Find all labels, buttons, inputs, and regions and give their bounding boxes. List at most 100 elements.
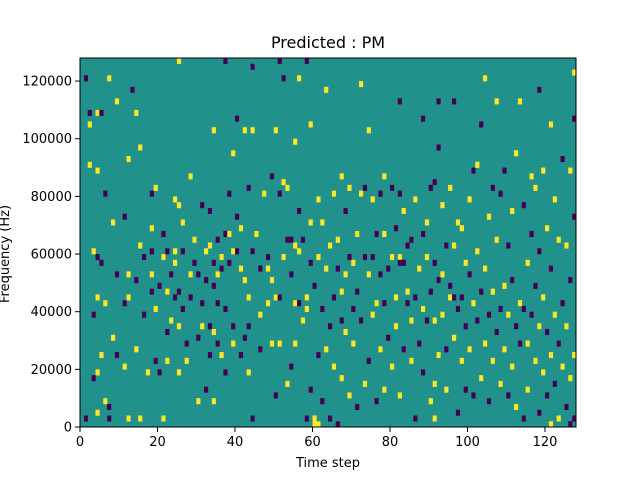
heatmap-cell — [215, 300, 220, 307]
heatmap-cell — [386, 265, 391, 272]
heatmap-cell — [424, 317, 430, 324]
heatmap-cell — [405, 288, 410, 295]
heatmap-cell — [300, 236, 306, 243]
heatmap-cell — [308, 121, 313, 128]
heatmap-cell — [165, 328, 170, 336]
heatmap-cell — [440, 271, 445, 278]
heatmap-cell — [343, 328, 348, 336]
x-tick-label: 80 — [382, 435, 399, 450]
heatmap-cell — [362, 184, 368, 191]
heatmap-cell — [289, 236, 294, 243]
y-axis-label: Frequency (Hz) — [0, 205, 13, 303]
heatmap-cell — [343, 271, 348, 278]
heatmap-cell — [297, 248, 302, 255]
y-axis: 0 20000 40000 60000 80000 100000 120000 — [22, 75, 80, 436]
heatmap-cell — [428, 184, 433, 191]
heatmap-cell — [545, 328, 550, 336]
heatmap-cell — [335, 421, 340, 428]
heatmap-cell — [161, 254, 166, 261]
heatmap-cell — [490, 288, 495, 295]
heatmap-cell — [510, 277, 515, 284]
heatmap-cell — [514, 323, 519, 330]
heatmap-cell — [99, 109, 104, 116]
heatmap-cell — [436, 352, 441, 359]
heatmap-cell — [541, 369, 546, 376]
heatmap-cell — [440, 311, 445, 318]
y-tick-label: 100000 — [22, 132, 72, 147]
heatmap-cell — [316, 196, 321, 203]
heatmap-cell — [134, 109, 139, 116]
heatmap-cell — [157, 369, 162, 376]
heatmap-cell — [204, 248, 209, 255]
heatmap-cell — [176, 323, 182, 330]
heatmap-cell — [432, 179, 437, 186]
heatmap-cell — [269, 277, 275, 284]
heatmap-cell — [219, 265, 224, 272]
heatmap-cell — [176, 58, 182, 65]
heatmap-cell — [138, 415, 143, 422]
heatmap-cell — [366, 357, 371, 364]
heatmap-cell — [463, 323, 468, 330]
heatmap-cell — [328, 323, 333, 330]
heatmap-cell — [359, 317, 364, 324]
heatmap-cell — [444, 386, 449, 393]
heatmap-cell — [293, 300, 298, 307]
heatmap-cell — [514, 150, 519, 157]
heatmap-cell — [273, 392, 278, 399]
heatmap-cell — [572, 115, 577, 122]
heatmap-cell — [126, 156, 131, 163]
heatmap-cell — [335, 265, 340, 272]
heatmap-cell — [281, 254, 286, 261]
heatmap-cell — [223, 58, 228, 65]
heatmap-cell — [359, 81, 364, 88]
heatmap-cell — [401, 346, 406, 353]
heatmap-cell — [207, 323, 213, 330]
y-tick-label: 40000 — [31, 305, 72, 320]
heatmap-cell — [339, 173, 344, 180]
heatmap-cell — [142, 254, 147, 261]
heatmap-cell — [227, 230, 232, 238]
heatmap-cell — [448, 294, 453, 301]
heatmap-cell — [459, 225, 464, 232]
heatmap-cell — [502, 346, 507, 353]
heatmap-cell — [463, 259, 468, 266]
heatmap-cell — [204, 386, 209, 393]
heatmap-cell — [211, 127, 216, 134]
heatmap-cell — [235, 115, 240, 122]
heatmap-cell — [165, 357, 170, 364]
heatmap-cell — [525, 340, 530, 347]
heatmap-cell — [312, 421, 317, 428]
heatmap-cell — [494, 328, 499, 336]
chart-title: Predicted : PM — [271, 33, 385, 52]
heatmap-cell — [293, 242, 298, 249]
heatmap-cell — [374, 300, 379, 307]
heatmap-cell — [145, 369, 151, 376]
heatmap-cell — [219, 254, 224, 261]
heatmap-cell — [339, 375, 344, 382]
heatmap-cell — [211, 398, 216, 405]
heatmap-cell — [475, 248, 480, 255]
heatmap-cell — [308, 386, 313, 393]
heatmap-cell — [122, 300, 127, 307]
heatmap-cell — [556, 340, 561, 347]
heatmap-cell — [95, 369, 100, 376]
heatmap-cell — [235, 213, 240, 220]
heatmap-cell — [196, 398, 201, 405]
y-tick-label: 60000 — [31, 248, 72, 263]
heatmap-cell — [393, 294, 399, 301]
heatmap-cell — [386, 334, 391, 341]
heatmap-cell — [215, 271, 220, 278]
heatmap-cell — [242, 277, 247, 284]
heatmap-cell — [157, 282, 162, 289]
heatmap-cell — [370, 254, 375, 261]
heatmap-cell — [258, 311, 263, 318]
heatmap-cell — [552, 380, 557, 387]
heatmap-cell — [382, 300, 387, 307]
heatmap-cell — [297, 207, 302, 214]
heatmap-cell — [316, 421, 321, 428]
heatmap-cell — [122, 213, 127, 220]
heatmap-cell — [300, 317, 306, 324]
heatmap-cell — [149, 248, 154, 255]
heatmap-cell — [541, 294, 546, 301]
heatmap-cell — [521, 202, 526, 209]
